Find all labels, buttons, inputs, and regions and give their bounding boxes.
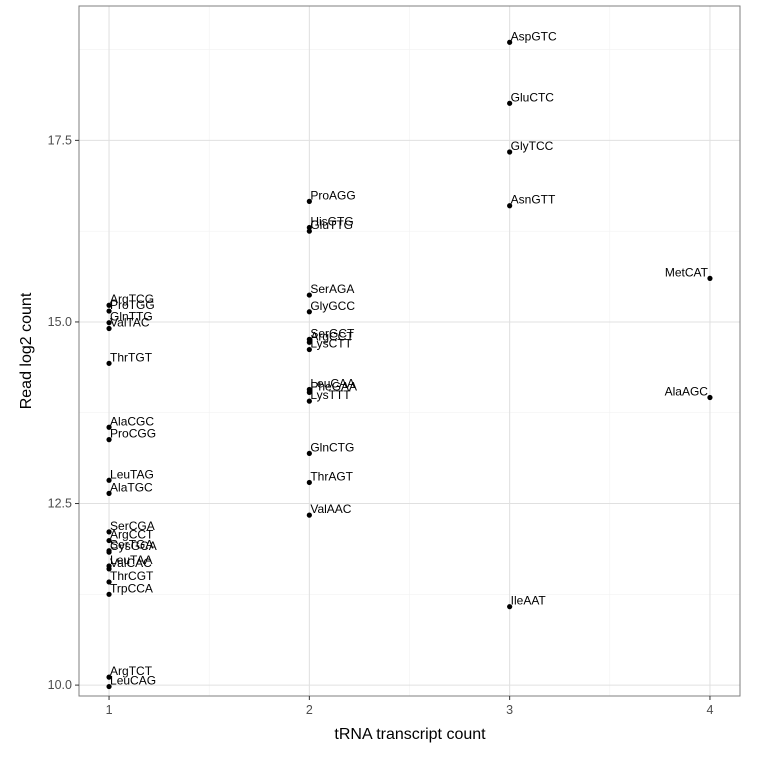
- point-label: AspGTC: [511, 29, 557, 43]
- point-label: TrpCCA: [110, 581, 153, 595]
- point-label: LysCTT: [310, 337, 352, 351]
- data-point: [306, 512, 312, 518]
- data-point: [106, 360, 112, 366]
- data-point: [106, 325, 112, 332]
- point-label: HisGTG: [310, 215, 353, 229]
- point-label: SerAGA: [310, 282, 354, 296]
- data-point: [306, 346, 312, 353]
- point-label: GlnTTG: [110, 310, 153, 324]
- plot-border: [78, 5, 741, 697]
- data-point: [106, 549, 112, 555]
- point-label: ValAAC: [310, 502, 351, 516]
- point-label: LeuCAG: [110, 674, 156, 688]
- point-label: GluTTG: [310, 218, 353, 232]
- data-point: [106, 529, 112, 535]
- point-label: ProTGG: [110, 298, 155, 312]
- y-tick-label: 15.0: [48, 315, 72, 329]
- point-label: MetCAT: [665, 265, 709, 279]
- data-point: [707, 394, 713, 401]
- point-label: SerTGA: [110, 538, 153, 552]
- data-point: [306, 198, 312, 204]
- data-point: [106, 437, 112, 443]
- point-label: LeuTAG: [110, 467, 154, 481]
- point-label: SerCGA: [110, 519, 155, 533]
- axis-ticks: 1 2 3 4 10.0 12.5 15.0 17.5: [48, 133, 714, 717]
- data-point: [106, 320, 112, 326]
- point-label: LysTTT: [310, 388, 351, 402]
- y-tick-label: 10.0: [48, 678, 72, 692]
- data-point: [306, 389, 312, 395]
- data-point: [507, 39, 513, 45]
- point-label: GlyGCC: [310, 299, 355, 313]
- y-axis-title: Read log2 count: [18, 292, 35, 409]
- data-point: [306, 479, 312, 486]
- data-point: [106, 579, 112, 585]
- data-point: [507, 604, 513, 610]
- data-point: [507, 203, 513, 209]
- data-point: [106, 308, 112, 314]
- data-point: [106, 591, 112, 597]
- data-point: [306, 398, 312, 404]
- data-point: [106, 683, 112, 690]
- point-label: ProAGG: [310, 188, 355, 202]
- point-label: ArgCCT: [110, 528, 154, 542]
- data-point: [306, 450, 312, 457]
- point-label: GluCTC: [511, 90, 555, 104]
- x-tick-label: 3: [506, 703, 513, 717]
- point-label: ThrCGT: [110, 569, 154, 583]
- point-label: ArgTCG: [110, 292, 154, 306]
- point-label: AlaTGC: [110, 480, 153, 494]
- point-label: ArgTCT: [110, 664, 153, 678]
- point-label: LeuTAA: [110, 553, 152, 567]
- data-point: [507, 100, 513, 106]
- data-points: AspGTC GluCTC GlyTCC AsnGTT IleAAT MetCAT AlaA…: [106, 29, 713, 690]
- data-point: [106, 566, 112, 572]
- point-label: ValTAC: [110, 315, 150, 329]
- data-point: [306, 224, 312, 231]
- data-point: [106, 477, 112, 483]
- point-label: ThrTGT: [110, 350, 153, 364]
- data-point: [507, 149, 513, 155]
- data-point: [306, 309, 312, 315]
- point-label: ProCGG: [110, 427, 156, 441]
- grid-lines: [79, 6, 740, 696]
- point-label: GlyTCC: [511, 139, 554, 153]
- data-point: [106, 537, 112, 544]
- point-label: CysGCA: [110, 539, 157, 553]
- data-point: [106, 302, 112, 308]
- point-label: AlaCGC: [110, 414, 154, 428]
- data-point: [306, 228, 312, 234]
- y-tick-label: 12.5: [48, 497, 72, 511]
- point-label: ThrAGT: [310, 469, 353, 483]
- point-label: AlaAGC: [665, 384, 709, 398]
- data-point: [707, 275, 713, 281]
- point-label: PheGAA: [310, 379, 357, 393]
- data-point: [106, 490, 112, 496]
- x-tick-label: 1: [106, 703, 113, 717]
- point-label: ArgCCT: [310, 329, 354, 343]
- point-label: ValCAC: [110, 556, 152, 570]
- x-tick-label: 2: [306, 703, 313, 717]
- point-label: IleAAT: [511, 594, 547, 608]
- data-point: [306, 339, 312, 345]
- data-point: [306, 292, 312, 298]
- data-point: [106, 674, 112, 680]
- point-label: LeuCAA: [310, 376, 355, 390]
- data-point: [106, 424, 112, 430]
- point-label: AsnGTT: [511, 193, 556, 207]
- point-label: GlnCTG: [310, 440, 354, 454]
- x-axis-title: tRNA transcript count: [334, 726, 486, 743]
- point-label: SerGCT: [310, 326, 355, 340]
- x-tick-label: 4: [706, 703, 713, 717]
- y-tick-label: 17.5: [48, 133, 72, 147]
